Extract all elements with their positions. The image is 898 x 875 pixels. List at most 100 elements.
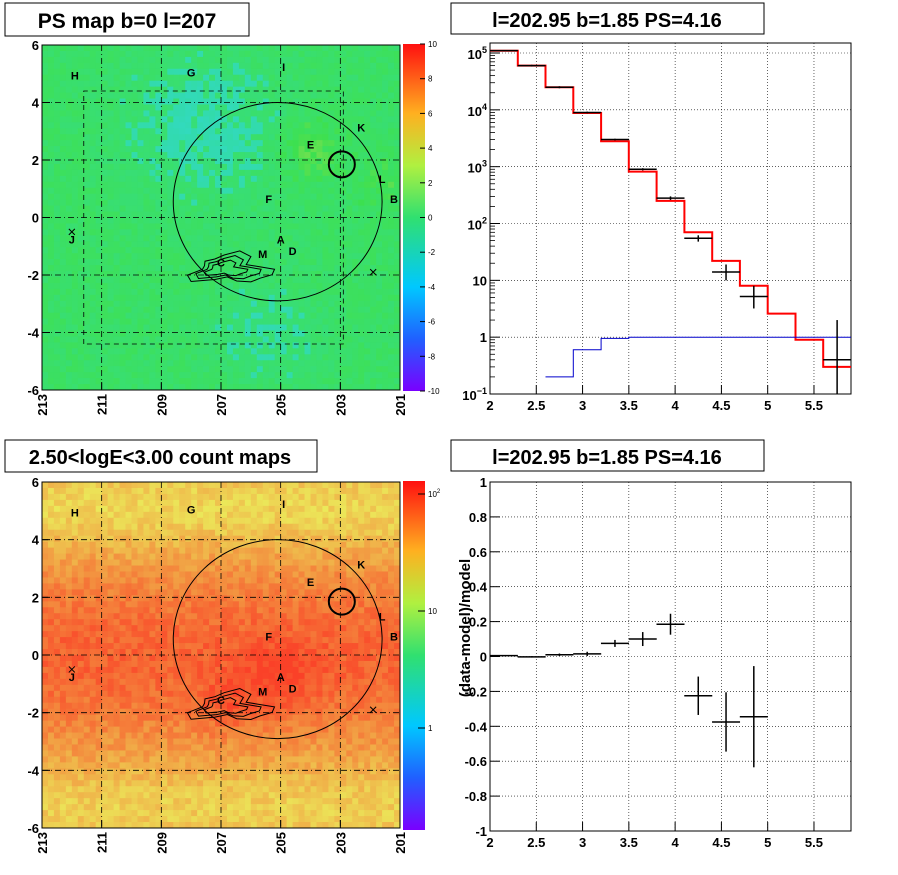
map-cell (137, 336, 144, 343)
map-cell (83, 517, 91, 525)
map-cell (376, 98, 383, 105)
map-cell (226, 559, 234, 567)
map-cell (209, 565, 216, 572)
map-cell (173, 384, 180, 391)
map-cell (113, 342, 121, 349)
map-cell (65, 223, 73, 230)
map-cell (280, 62, 288, 70)
map-cell (149, 259, 156, 266)
map-cell (185, 571, 192, 578)
map-cell (113, 330, 121, 337)
map-cell (292, 541, 300, 549)
map-cell (137, 223, 144, 230)
map-cell (352, 74, 359, 82)
map-cell (334, 330, 341, 337)
map-cell (238, 116, 246, 123)
map-cell (65, 342, 73, 349)
map-cell (59, 68, 67, 76)
map-cell (155, 378, 162, 385)
map-cell (215, 318, 222, 326)
map-cell (131, 158, 138, 165)
map-cell (268, 354, 276, 361)
map-cell (161, 547, 168, 555)
map-cell (71, 583, 79, 590)
map-cell (59, 80, 67, 88)
map-cell (322, 181, 329, 189)
map-cell (143, 104, 150, 111)
map-cell (65, 217, 73, 224)
map-cell (226, 487, 234, 495)
map-cell (113, 146, 121, 153)
map-cell (328, 229, 335, 236)
map-cell (95, 589, 103, 596)
map-cell (340, 68, 347, 76)
map-cell (221, 163, 228, 171)
map-cell (197, 306, 204, 314)
map-cell (155, 493, 162, 501)
map-cell (185, 378, 192, 385)
map-cell (244, 571, 252, 578)
map-cell (42, 499, 49, 507)
map-cell (328, 80, 335, 88)
map-cell (298, 529, 306, 537)
map-cell (95, 271, 103, 278)
map-cell (161, 265, 168, 272)
map-cell (364, 493, 371, 501)
map-cell (131, 140, 138, 147)
map-cell (209, 577, 216, 584)
map-cell (107, 193, 115, 201)
map-cell (89, 553, 97, 561)
map-cell (238, 553, 246, 561)
map-cell (280, 336, 288, 343)
map-cell (101, 211, 109, 218)
map-cell (125, 571, 132, 578)
map-cell (364, 535, 371, 543)
map-cell (340, 595, 347, 602)
map-cell (137, 276, 144, 284)
map-cell (244, 324, 252, 332)
map-cell (119, 342, 127, 349)
map-cell (65, 360, 73, 367)
map-cell (167, 553, 174, 561)
map-cell (221, 493, 228, 501)
map-cell (310, 253, 317, 260)
map-cell (83, 348, 91, 355)
map-cell (203, 577, 210, 584)
map-cell (59, 613, 67, 620)
map-cell (161, 541, 168, 549)
map-cell (143, 217, 150, 224)
map-cell (394, 318, 401, 326)
map-cell (155, 595, 162, 602)
map-cell (358, 583, 365, 590)
map-cell (376, 511, 383, 519)
map-cell (322, 175, 329, 183)
map-cell (71, 378, 79, 385)
map-cell (203, 595, 210, 602)
map-cell (179, 98, 186, 105)
map-cell (316, 98, 323, 105)
map-cell (215, 211, 222, 218)
map-cell (268, 523, 276, 531)
map-cell (131, 199, 138, 207)
map-cell (71, 86, 79, 94)
map-cell (221, 56, 228, 64)
map-cell (376, 80, 383, 88)
map-cell (113, 517, 121, 525)
map-cell (95, 110, 103, 117)
map-cell (161, 104, 168, 111)
map-cell (280, 547, 288, 555)
map-cell (155, 318, 162, 326)
map-cell (149, 229, 156, 236)
map-cell (119, 205, 127, 213)
map-cell (334, 223, 341, 230)
map-cell (304, 80, 311, 88)
map-cell (238, 247, 246, 254)
map-cell (280, 193, 288, 201)
map-cell (382, 565, 389, 572)
map-cell (167, 619, 174, 626)
map-cell (137, 493, 144, 501)
map-cell (137, 583, 144, 590)
map-cell (149, 45, 156, 52)
map-cell (262, 282, 270, 290)
map-cell (119, 505, 127, 513)
